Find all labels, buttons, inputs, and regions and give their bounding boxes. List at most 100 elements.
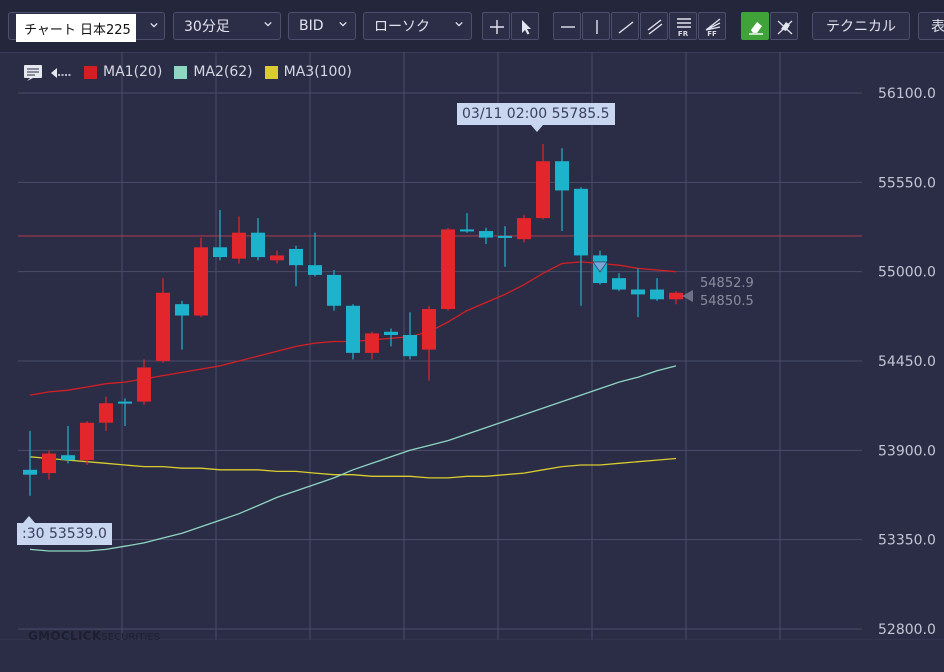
candle — [232, 216, 246, 264]
price-type-select[interactable]: BID — [288, 12, 356, 40]
y-tick-label: 52800.0 — [878, 622, 936, 638]
channel-icon — [647, 19, 663, 35]
signal-marker — [592, 261, 608, 273]
legend-ma1-label: MA1(20) — [103, 64, 163, 80]
candle-body — [61, 455, 75, 461]
candle — [441, 227, 455, 311]
candle-body — [441, 229, 455, 310]
legend-ma2-swatch — [174, 65, 188, 79]
symbol-input[interactable]: チャート 日本225 — [16, 14, 136, 42]
collapse-legend-icon[interactable] — [48, 62, 74, 82]
low-price-tooltip: :30 53539.0 — [17, 516, 112, 545]
ma2-line — [29, 365, 677, 552]
candle — [137, 359, 151, 405]
candle-body — [118, 401, 132, 404]
candle-body — [650, 289, 664, 300]
trend-line-button[interactable] — [611, 12, 639, 40]
candle-body — [194, 247, 208, 316]
display-label: 表 — [931, 19, 944, 35]
legend-ma3-label: MA3(100) — [283, 64, 352, 80]
candle-body — [308, 265, 322, 275]
candle-body — [346, 305, 360, 353]
crosshair-button[interactable] — [482, 12, 510, 40]
candle — [99, 396, 113, 431]
display-button[interactable]: 表 — [918, 12, 944, 40]
candle-body — [460, 229, 474, 232]
ff-label: FF — [707, 30, 717, 38]
fibonacci-fan-button[interactable]: FF — [698, 12, 726, 40]
candle — [175, 300, 189, 350]
candle — [346, 304, 360, 360]
legend-ma3: MA3(100) — [264, 64, 352, 80]
eraser-button[interactable] — [741, 12, 769, 40]
chart-legend: MA1(20) MA2(62) MA3(100) — [22, 62, 364, 82]
erase-all-button[interactable] — [770, 12, 798, 40]
chart-style-label: ローソク — [374, 19, 430, 35]
candle — [251, 218, 265, 261]
candle — [422, 305, 436, 381]
candle-body — [270, 255, 284, 261]
legend-ma2-label: MA2(62) — [193, 64, 253, 80]
candle — [536, 144, 550, 220]
candle — [156, 278, 170, 363]
chevron-down-icon — [264, 21, 272, 27]
chevron-down-icon — [455, 21, 463, 27]
candle — [612, 273, 626, 292]
candle-body — [327, 274, 341, 306]
trend-line-icon — [618, 21, 634, 34]
candle-body — [137, 367, 151, 402]
candle — [270, 250, 284, 264]
candle — [498, 226, 512, 267]
candle-body — [365, 333, 379, 353]
y-tick-label: 55550.0 — [878, 175, 936, 191]
horizontal-line-icon — [561, 26, 575, 28]
candle-body — [289, 248, 303, 266]
y-tick-label: 53900.0 — [878, 443, 936, 459]
fr-label: FR — [677, 30, 689, 38]
candlestick-chart[interactable]: 56100.0 55550.0 55000.0 54450.0 53900.0 53350… — [0, 52, 944, 640]
candle-body — [251, 232, 265, 258]
gmo-click-logo: GMOCLICKSECURITIES — [28, 629, 160, 643]
fibonacci-retracement-icon — [677, 18, 691, 28]
candle — [669, 291, 683, 305]
chevron-down-icon — [339, 21, 347, 27]
chart-style-select[interactable]: ローソク — [363, 12, 472, 40]
chart-grid: 56100.0 55550.0 55000.0 54450.0 53900.0 53350… — [18, 52, 936, 640]
candle-body — [156, 292, 170, 361]
logo-sub: SECURITIES — [101, 632, 161, 643]
comment-icon[interactable] — [22, 62, 44, 82]
candle-body — [517, 218, 531, 240]
eraser-icon — [749, 22, 763, 35]
candle — [650, 278, 664, 301]
candle-body — [232, 232, 246, 259]
candle-body — [384, 331, 398, 336]
candle — [42, 450, 56, 480]
technical-button[interactable]: テクニカル — [812, 12, 910, 40]
candle — [365, 331, 379, 360]
logo-brand: GMOCLICK — [28, 629, 102, 643]
candle-body — [498, 235, 512, 238]
legend-ma1: MA1(20) — [84, 64, 162, 80]
candle — [479, 227, 493, 245]
timeframe-label: 30分足 — [184, 19, 230, 35]
technical-label: テクニカル — [826, 19, 896, 35]
candle-body — [99, 403, 113, 423]
current-price-marker-icon — [682, 290, 693, 302]
erase-all-icon — [777, 20, 793, 35]
candle — [194, 237, 208, 318]
horizontal-line-button[interactable] — [553, 12, 581, 40]
current-ask-label: 54852.9 — [700, 276, 754, 291]
y-tick-label: 56100.0 — [878, 86, 936, 102]
candle — [289, 245, 303, 287]
candle — [403, 312, 417, 360]
channel-button[interactable] — [640, 12, 668, 40]
y-tick-label: 54450.0 — [878, 354, 936, 370]
fibonacci-retracement-button[interactable]: FR — [669, 12, 697, 40]
vertical-line-button[interactable] — [582, 12, 610, 40]
candle-body — [422, 309, 436, 350]
candle-body — [80, 422, 94, 461]
candle-body — [555, 161, 569, 191]
cursor-button[interactable] — [511, 12, 539, 40]
crosshair-icon — [490, 20, 504, 34]
timeframe-select[interactable]: 30分足 — [173, 12, 281, 40]
